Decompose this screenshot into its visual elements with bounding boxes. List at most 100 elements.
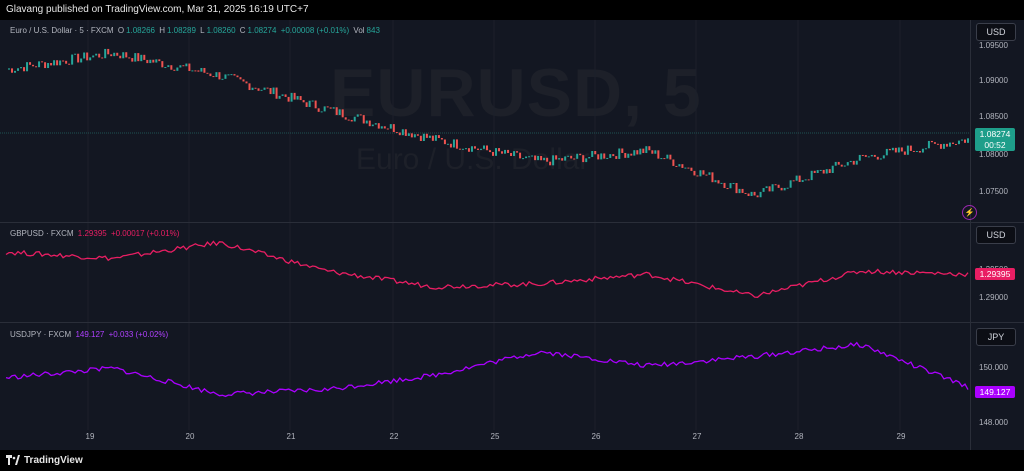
candle <box>573 158 576 160</box>
candle <box>380 126 383 129</box>
candle <box>251 87 254 91</box>
candle <box>558 158 561 160</box>
publish-bar: Glavang published on TradingView.com, Ma… <box>0 0 1024 20</box>
candle <box>464 148 467 150</box>
candle <box>179 65 182 68</box>
chart-area[interactable] <box>0 20 1024 450</box>
candle <box>600 153 603 160</box>
eurusd-last-price: 1.08274 <box>975 128 1015 140</box>
brand-name: TradingView <box>24 455 83 466</box>
candle <box>693 170 696 176</box>
candle <box>95 53 98 56</box>
candle <box>960 139 963 141</box>
candle <box>495 148 498 156</box>
candle <box>930 140 933 143</box>
candle <box>128 57 131 59</box>
candle <box>723 182 726 189</box>
eurusd-currency-button[interactable]: USD <box>976 23 1016 41</box>
candle <box>744 192 747 194</box>
usdjpy-change: +0.033 (+0.02%) <box>108 330 169 339</box>
candle <box>537 155 540 161</box>
eurusd-title: Euro / U.S. Dollar · 5 · FXCM <box>10 26 114 35</box>
candle <box>335 107 338 115</box>
pane-divider-1[interactable] <box>0 222 1024 223</box>
candle <box>359 114 362 116</box>
candle <box>86 52 89 61</box>
candle <box>110 54 113 57</box>
candle <box>104 48 107 59</box>
candle <box>65 60 68 64</box>
candle <box>83 52 86 59</box>
candle <box>879 158 882 160</box>
candle <box>446 143 449 145</box>
candle <box>254 87 257 89</box>
candle <box>588 156 591 159</box>
candle <box>200 67 203 72</box>
candle <box>356 114 359 117</box>
candle <box>293 92 296 100</box>
candle <box>666 154 669 159</box>
candle <box>639 148 642 155</box>
candle <box>167 65 170 68</box>
lightning-icon[interactable]: ⚡ <box>962 205 977 220</box>
bar-countdown: 00:52 <box>975 140 1015 151</box>
gbpusd-change: +0.00017 (+0.01%) <box>110 229 180 238</box>
gbpusd-currency-button[interactable]: USD <box>976 226 1016 244</box>
footer-bar: TradingView <box>0 450 1024 471</box>
usdjpy-series <box>5 341 969 398</box>
candle <box>825 169 828 174</box>
candle <box>690 167 693 171</box>
candle <box>816 170 819 174</box>
candle <box>425 133 428 138</box>
candle <box>486 145 488 151</box>
candle <box>317 108 320 112</box>
candle <box>140 54 143 62</box>
candle <box>80 58 83 63</box>
candle <box>804 179 807 181</box>
candle <box>741 188 744 193</box>
candle <box>98 53 101 58</box>
x-tick: 20 <box>185 432 195 441</box>
usdjpy-legend: USDJPY · FXCM 149.127 +0.033 (+0.02%) <box>10 330 170 339</box>
price-plot[interactable] <box>0 20 970 450</box>
y-tick: 1.09500 <box>979 41 1008 50</box>
candle <box>416 134 419 136</box>
candle <box>455 139 458 149</box>
x-tick: 19 <box>85 432 95 441</box>
candle <box>627 153 630 158</box>
candle <box>840 164 843 167</box>
candle <box>576 153 579 159</box>
candle <box>768 186 771 192</box>
candle <box>347 119 350 121</box>
candle <box>152 59 155 63</box>
candle <box>738 188 741 194</box>
candle <box>11 68 14 73</box>
candle <box>861 154 864 156</box>
candle <box>516 151 519 153</box>
candle <box>714 180 717 183</box>
candle <box>837 161 840 165</box>
candle <box>59 60 62 66</box>
pane-divider-2[interactable] <box>0 322 1024 323</box>
candle <box>305 102 308 107</box>
y-tick: 1.07500 <box>979 187 1008 196</box>
candle <box>269 88 272 95</box>
candle <box>113 52 116 57</box>
candle <box>696 175 699 177</box>
candle <box>233 74 236 76</box>
candle <box>314 100 317 109</box>
candle <box>531 155 534 157</box>
candle <box>245 81 248 84</box>
candle <box>17 68 20 71</box>
candle <box>780 187 783 191</box>
candle <box>849 160 852 163</box>
candle <box>777 184 780 188</box>
candle <box>53 60 56 66</box>
candle <box>428 135 431 138</box>
candle <box>906 145 909 155</box>
candle <box>525 156 528 159</box>
usdjpy-currency-button[interactable]: JPY <box>976 328 1016 346</box>
candle <box>834 161 837 166</box>
candle <box>774 184 777 186</box>
candle <box>473 146 476 149</box>
